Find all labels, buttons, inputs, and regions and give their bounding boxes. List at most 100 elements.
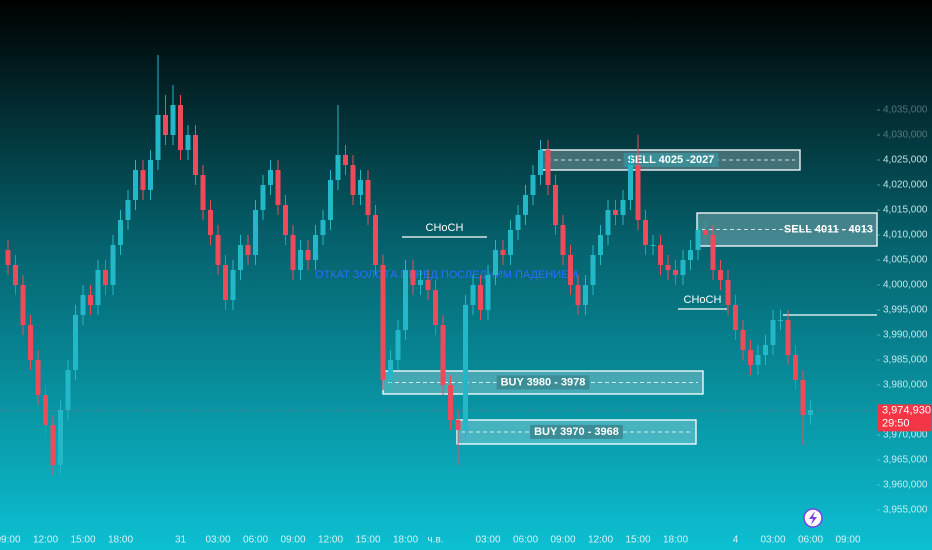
candle-body — [673, 270, 678, 275]
candle-body — [425, 280, 431, 290]
y-tick-label: 3,960,000 — [883, 480, 928, 491]
candle-body — [703, 230, 708, 235]
candle-body — [313, 235, 318, 260]
y-tick-label: 4,010,000 — [883, 230, 928, 241]
zone-label: SELL 4011 - 4013 — [784, 223, 873, 235]
candle-body — [763, 345, 768, 355]
candle-body — [785, 320, 791, 355]
candle-body — [793, 355, 798, 380]
candle-body — [290, 235, 296, 270]
candle-body — [410, 270, 416, 285]
annotation-note: ОТКАТ ЗОЛОТА ПЕРЕД ПОСЛЕДНИМ ПАДЕНИЕМ — [315, 269, 578, 281]
candle-body — [388, 360, 393, 380]
candle-body — [485, 275, 491, 310]
zone-label-bg — [496, 375, 590, 390]
x-tick-label: 03:00 — [760, 535, 785, 546]
candle-body — [658, 245, 663, 265]
candle-body — [800, 380, 806, 415]
candle-body — [148, 160, 153, 190]
candle-body — [560, 225, 566, 255]
candle-body — [688, 250, 693, 260]
x-tick-label: 12:00 — [588, 535, 613, 546]
candle-body — [73, 315, 78, 370]
candle-body — [80, 295, 86, 315]
y-tick-label: 4,030,000 — [883, 130, 928, 141]
candle-body — [808, 410, 813, 415]
candle-body — [553, 185, 558, 225]
y-tick-label: 4,035,000 — [883, 105, 928, 116]
y-tick-label: 3,965,000 — [883, 455, 928, 466]
zone-label: BUY 3970 - 3968 — [534, 426, 619, 438]
candle-body — [605, 210, 611, 235]
candle-body — [463, 305, 468, 430]
candle-body — [50, 425, 56, 465]
candle-body — [448, 385, 453, 420]
candle-body — [103, 270, 108, 285]
candle-body — [268, 170, 273, 185]
candle-body — [200, 175, 206, 210]
price-tag — [877, 404, 931, 432]
candle-body — [170, 105, 176, 135]
x-tick-label: 06:00 — [798, 535, 823, 546]
candle-body — [260, 185, 266, 210]
price-tag-countdown: 29:50 — [882, 417, 910, 429]
candle-body — [373, 215, 378, 265]
candle-body — [328, 180, 333, 220]
zone-label-bg — [623, 152, 719, 167]
x-tick-label: ч.в. — [427, 535, 443, 546]
candle-body — [35, 360, 41, 395]
candle-body — [230, 270, 236, 300]
candle-body — [470, 285, 476, 305]
x-tick-label: 03:00 — [475, 535, 500, 546]
candle-body — [590, 255, 596, 285]
x-tick-label: 09:00 — [280, 535, 305, 546]
candle-body — [583, 285, 588, 305]
candle-body — [163, 115, 168, 135]
candle-body — [680, 260, 686, 275]
level-label: CHoCH — [426, 222, 464, 234]
candle-body — [43, 395, 48, 425]
y-tick-label: 3,970,000 — [883, 430, 928, 441]
candle-body — [725, 280, 731, 305]
candle-body — [215, 235, 221, 265]
y-tick-label: 4,020,000 — [883, 180, 928, 191]
candle-body — [628, 165, 633, 200]
candle-body — [283, 205, 288, 235]
replay-icon[interactable] — [803, 508, 823, 528]
y-tick-label: 3,955,000 — [883, 505, 928, 516]
y-tick-label: 3,985,000 — [883, 355, 928, 366]
candle-body — [403, 270, 408, 330]
y-tick-label: 3,990,000 — [883, 330, 928, 341]
candle-body — [665, 265, 671, 270]
candle-body — [643, 220, 648, 245]
candle-body — [523, 195, 528, 215]
y-tick-label: 4,005,000 — [883, 255, 928, 266]
x-tick-label: 09:00 — [835, 535, 860, 546]
candle-body — [335, 155, 341, 180]
candle-body — [575, 285, 581, 305]
candle-body — [208, 210, 213, 235]
candle-body — [20, 285, 26, 325]
candle-body — [320, 220, 326, 235]
candle-body — [568, 255, 573, 285]
candle-body — [598, 235, 603, 255]
x-tick-label: 15:00 — [355, 535, 380, 546]
x-tick-label: 03:00 — [205, 535, 230, 546]
x-tick-label: 12:00 — [318, 535, 343, 546]
candle-body — [88, 295, 93, 305]
candle-body — [515, 215, 521, 230]
candle-body — [155, 115, 161, 160]
zone-label: BUY 3980 - 3978 — [501, 376, 586, 388]
x-tick-label: 18:00 — [393, 535, 418, 546]
candle-body — [110, 245, 116, 285]
candle-body — [778, 320, 783, 321]
candle-body — [13, 265, 18, 285]
x-tick-label: 09:00 — [0, 535, 21, 546]
candle-body — [650, 245, 656, 246]
candle-body — [28, 325, 33, 360]
candle-body — [253, 210, 258, 255]
candle-body — [275, 170, 281, 205]
candle-body — [118, 220, 123, 245]
